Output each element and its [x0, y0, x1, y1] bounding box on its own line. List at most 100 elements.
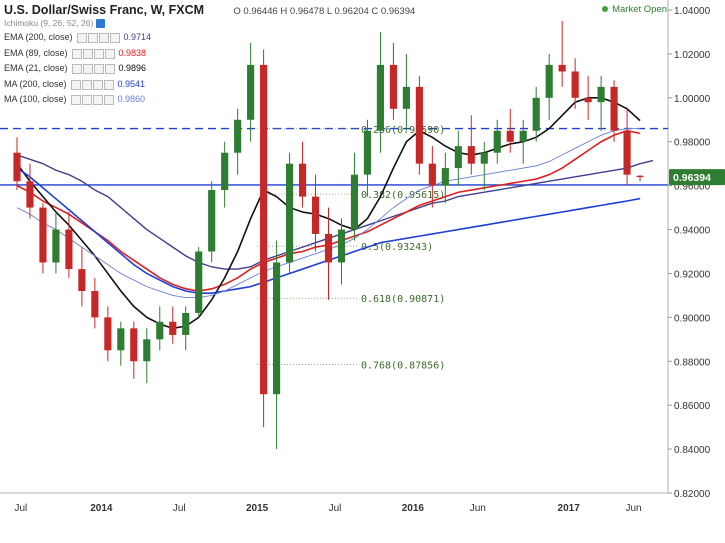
candle-up: [285, 163, 294, 263]
y-tick-label: 0.92000: [674, 269, 711, 280]
settings-icon[interactable]: [81, 95, 92, 106]
y-tick-label: 0.84000: [674, 445, 711, 456]
visibility-icon[interactable]: [70, 95, 81, 106]
candle-down: [584, 97, 592, 103]
visibility-toggle-icon[interactable]: [96, 19, 106, 29]
x-tick-label: Jul: [14, 503, 27, 514]
candle-up: [363, 130, 372, 175]
settings-icon[interactable]: [81, 79, 92, 90]
indicator-label: EMA (89, close): [4, 47, 68, 58]
candle-down: [39, 207, 47, 263]
x-tick-label: Jun: [625, 503, 641, 514]
ichimoku-label: Ichimoku (9, 26, 52, 26): [4, 18, 94, 28]
candle-up: [143, 339, 151, 362]
settings-icon[interactable]: [87, 33, 98, 44]
indicator-legend-row[interactable]: EMA (200, close) 0.9714: [4, 30, 151, 44]
fib-level-label: 0.618(0.90871): [361, 294, 445, 305]
candle-down: [467, 146, 475, 164]
settings-icon[interactable]: [82, 48, 93, 59]
indicator-legend-row[interactable]: MA (100, close) 0.9860: [4, 92, 145, 106]
y-tick-label: 0.86000: [674, 401, 711, 412]
x-tick-label: 2014: [90, 503, 113, 514]
candle-down: [298, 163, 307, 197]
candle-down: [13, 152, 21, 182]
indicator-legend-row[interactable]: MA (200, close) 0.9541: [4, 77, 145, 91]
delete-icon[interactable]: [92, 95, 103, 106]
visibility-icon[interactable]: [71, 64, 82, 75]
candle-down: [389, 64, 397, 109]
y-tick-label: 0.96000: [674, 182, 711, 193]
candle-up: [273, 262, 281, 395]
x-tick-label: Jul: [329, 503, 342, 514]
settings-icon[interactable]: [82, 64, 93, 75]
indicator-legend-row[interactable]: EMA (21, close) 0.9896: [4, 61, 146, 75]
candle-down: [91, 291, 99, 318]
fib-level-label: 0.382(0.95615): [361, 190, 445, 201]
visibility-icon[interactable]: [76, 33, 87, 44]
candle-down: [104, 317, 112, 351]
candle-down: [636, 175, 644, 178]
candle-up: [52, 229, 60, 263]
ichimoku-legend[interactable]: Ichimoku (9, 26, 52, 26): [4, 18, 106, 29]
candle-up: [376, 64, 385, 131]
moving-average-line: [16, 154, 654, 270]
candle-up: [532, 97, 540, 131]
indicator-value: 0.9714: [123, 32, 152, 42]
candle-up: [454, 146, 462, 169]
candle-down: [78, 269, 86, 292]
candle-down: [324, 233, 333, 263]
y-tick-label: 1.04000: [674, 6, 711, 17]
indicator-controls: [76, 31, 121, 45]
candle-down: [169, 321, 177, 335]
more-icon[interactable]: [104, 64, 115, 75]
candle-down: [130, 328, 138, 362]
candle-up: [117, 328, 125, 351]
symbol-title[interactable]: U.S. Dollar/Swiss Franc, W, FXCM: [4, 3, 205, 17]
x-tick-label: Jun: [470, 503, 486, 514]
fib-level-label: 0.768(0.87856): [361, 360, 445, 371]
candle-down: [311, 196, 320, 234]
candle-up: [519, 130, 527, 142]
x-tick-label: 2017: [558, 503, 581, 514]
delete-icon[interactable]: [92, 79, 103, 90]
more-icon[interactable]: [104, 48, 115, 59]
candle-up: [208, 190, 216, 252]
market-status-label: Market Open: [612, 4, 667, 15]
candle-up: [195, 251, 203, 313]
delete-icon[interactable]: [98, 33, 109, 44]
more-icon[interactable]: [103, 79, 114, 90]
indicator-label: MA (100, close): [4, 94, 67, 104]
delete-icon[interactable]: [93, 64, 104, 75]
indicator-legend-row[interactable]: EMA (89, close) 0.9838: [4, 46, 146, 60]
y-tick-label: 0.94000: [674, 226, 711, 237]
candle-up: [545, 64, 553, 98]
fib-level-label: 0.5(0.93243): [361, 242, 433, 253]
chart-header: U.S. Dollar/Swiss Franc, W, FXCM O 0.964…: [4, 3, 415, 17]
candle-up: [350, 174, 359, 230]
indicator-value: 0.9541: [117, 78, 146, 89]
indicator-controls: [70, 77, 115, 91]
x-tick-label: 2016: [402, 503, 425, 514]
more-icon[interactable]: [109, 33, 120, 44]
candle-down: [260, 64, 268, 395]
indicator-label: MA (200, close): [4, 78, 67, 89]
visibility-icon[interactable]: [70, 79, 81, 90]
indicator-label: EMA (200, close): [4, 32, 73, 42]
market-status: Market Open: [602, 4, 667, 15]
candle-down: [65, 229, 73, 270]
more-icon[interactable]: [103, 95, 114, 106]
fib-level-label: 0.236(0.98590): [361, 125, 445, 136]
indicator-controls: [71, 46, 116, 60]
candle-down: [26, 181, 34, 208]
candle-down: [571, 71, 579, 98]
y-tick-label: 1.00000: [674, 94, 711, 105]
candle-down: [428, 163, 436, 186]
visibility-icon[interactable]: [71, 48, 82, 59]
candle-up: [247, 64, 255, 120]
x-tick-label: Jul: [173, 503, 186, 514]
y-tick-label: 0.98000: [674, 138, 711, 149]
delete-icon[interactable]: [93, 48, 104, 59]
last-price-badge: [669, 169, 725, 186]
candle-up: [480, 152, 488, 164]
